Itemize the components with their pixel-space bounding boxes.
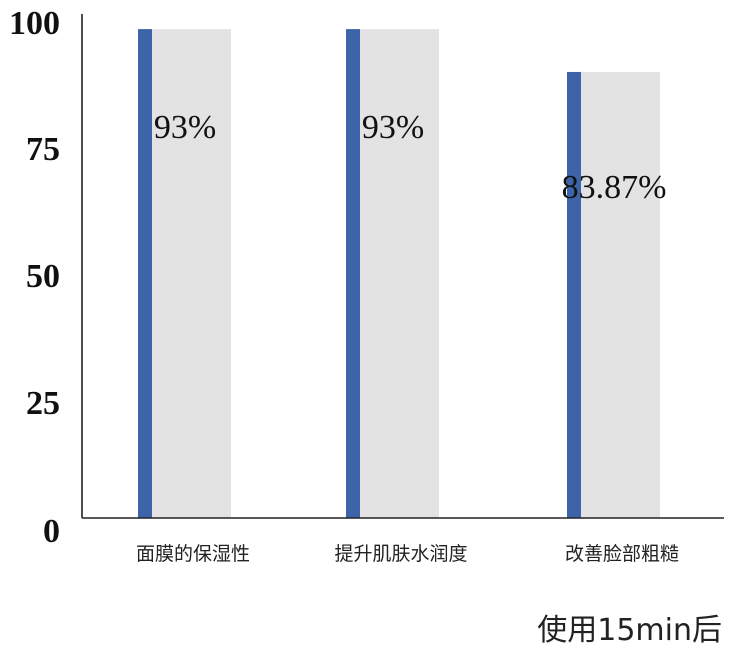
bar [346,29,360,519]
y-tick-label: 100 [9,5,60,42]
category-labels-group: 面膜的保湿性 提升肌肤水润度 改善脸部粗糙 [136,543,679,565]
y-axis-ticks: 0 25 50 75 100 [9,5,60,550]
y-tick-label: 25 [26,385,60,422]
data-labels-group: 93% 93% 83.87% [154,109,667,206]
y-tick-label: 50 [26,258,60,295]
bar-background [568,71,660,519]
x-category-label: 改善脸部粗糙 [565,543,679,565]
x-axis-caption: 使用15min后 [537,613,722,648]
bars-group [138,29,660,519]
bar-background [139,29,231,519]
bar [138,29,152,519]
bar-data-label: 93% [154,109,216,146]
bar [567,71,581,519]
y-tick-label: 0 [43,513,60,550]
x-category-label: 提升肌肤水润度 [334,543,467,565]
bar-data-label: 83.87% [562,169,667,206]
y-tick-label: 75 [26,131,60,168]
bar-data-label: 93% [362,109,424,146]
x-category-label: 面膜的保湿性 [136,543,250,565]
bar-background [347,29,439,519]
